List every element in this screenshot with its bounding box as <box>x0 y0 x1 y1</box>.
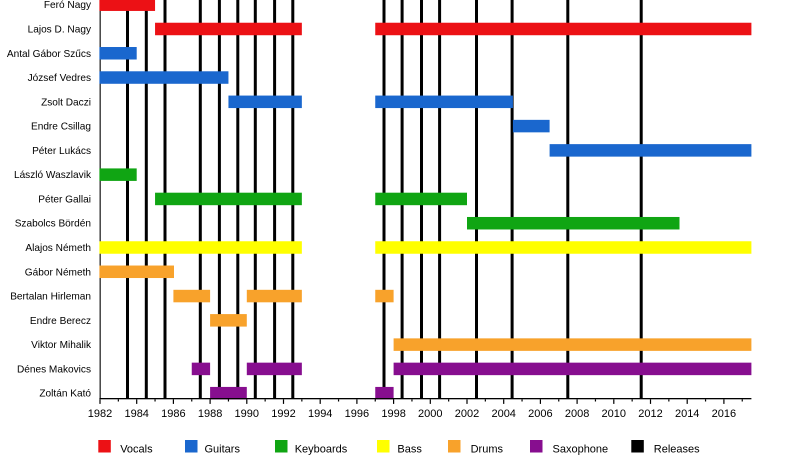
svg-text:2012: 2012 <box>638 408 662 420</box>
svg-text:Dénes Makovics: Dénes Makovics <box>17 364 91 375</box>
svg-text:1990: 1990 <box>235 408 259 420</box>
svg-text:2002: 2002 <box>455 408 479 420</box>
svg-text:Péter Gallai: Péter Gallai <box>38 194 91 205</box>
svg-text:Feró Nagy: Feró Nagy <box>44 0 92 11</box>
svg-text:Viktor Mihalik: Viktor Mihalik <box>31 340 92 351</box>
svg-text:1996: 1996 <box>345 408 369 420</box>
svg-text:1992: 1992 <box>271 408 295 420</box>
svg-text:2008: 2008 <box>565 408 589 420</box>
svg-text:Zsolt Daczi: Zsolt Daczi <box>41 97 91 108</box>
svg-text:Endre Berecz: Endre Berecz <box>30 316 91 327</box>
svg-text:Szabolcs Bördén: Szabolcs Bördén <box>15 219 91 230</box>
svg-text:2010: 2010 <box>602 408 626 420</box>
svg-text:László Waszlavik: László Waszlavik <box>14 170 92 181</box>
svg-text:Saxophone: Saxophone <box>553 444 609 456</box>
svg-text:1988: 1988 <box>198 408 222 420</box>
svg-text:Lajos D. Nagy: Lajos D. Nagy <box>28 24 92 35</box>
svg-text:Vocals: Vocals <box>120 444 153 456</box>
svg-text:József Vedres: József Vedres <box>28 73 91 84</box>
svg-text:Bertalan Hirleman: Bertalan Hirleman <box>10 292 91 303</box>
svg-text:2014: 2014 <box>675 408 699 420</box>
svg-text:2006: 2006 <box>528 408 552 420</box>
svg-text:Guitars: Guitars <box>205 444 241 456</box>
svg-text:Drums: Drums <box>471 444 504 456</box>
svg-text:Bass: Bass <box>397 444 422 456</box>
svg-text:1986: 1986 <box>161 408 185 420</box>
svg-text:2016: 2016 <box>712 408 736 420</box>
svg-text:2004: 2004 <box>491 408 515 420</box>
svg-text:Releases: Releases <box>654 444 700 456</box>
svg-text:1982: 1982 <box>88 408 112 420</box>
svg-text:Keyboards: Keyboards <box>295 444 348 456</box>
svg-text:Endre Csillag: Endre Csillag <box>31 122 91 133</box>
svg-text:Antal Gábor Szűcs: Antal Gábor Szűcs <box>7 49 91 60</box>
svg-text:Gábor Németh: Gábor Németh <box>25 267 91 278</box>
svg-text:Alajos Németh: Alajos Németh <box>25 243 91 254</box>
svg-text:1994: 1994 <box>308 408 332 420</box>
svg-text:Zoltán Kató: Zoltán Kató <box>39 389 91 400</box>
svg-text:Péter Lukács: Péter Lukács <box>32 146 91 157</box>
svg-text:1984: 1984 <box>124 408 148 420</box>
svg-text:2000: 2000 <box>418 408 442 420</box>
svg-text:1998: 1998 <box>381 408 405 420</box>
